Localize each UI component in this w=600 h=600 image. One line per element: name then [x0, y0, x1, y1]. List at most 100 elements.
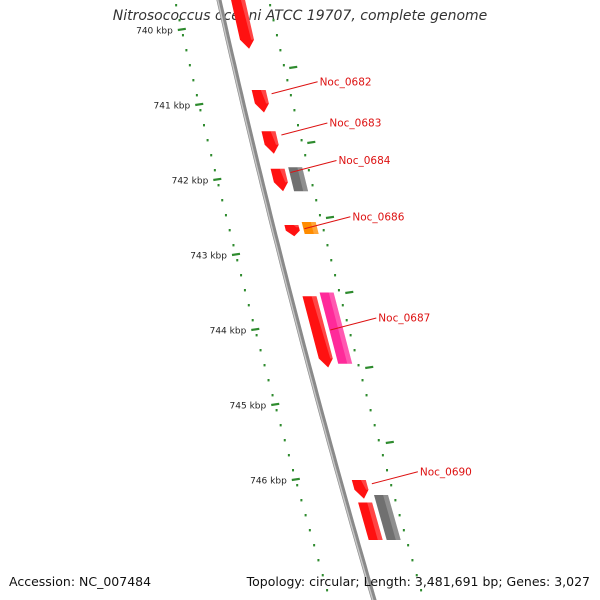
gene-shading — [360, 480, 371, 490]
inner-ruler-dot — [287, 454, 290, 457]
inner-ruler-dot — [321, 574, 324, 577]
outer-ruler-dot — [282, 64, 285, 67]
inner-ruler-dot — [292, 469, 295, 472]
outer-ruler-dot — [341, 304, 344, 307]
outer-ruler-dot — [269, 4, 272, 7]
ruler-tick — [385, 440, 394, 445]
backbone-highlight — [217, 0, 374, 600]
ruler-tick — [231, 252, 241, 257]
ruler-tick — [213, 177, 222, 182]
ruler-tick — [345, 290, 354, 295]
gene-label[interactable]: Noc_0683 — [329, 118, 381, 130]
outer-ruler-dot — [357, 364, 360, 367]
ruler-tick-label: 744 kbp — [210, 327, 247, 337]
inner-ruler-dot — [296, 484, 299, 487]
outer-ruler-dot — [398, 514, 401, 517]
gene-shading — [293, 225, 302, 228]
gene-feature[interactable] — [374, 495, 401, 540]
inner-ruler-dot — [300, 499, 303, 502]
inner-ruler-dot — [317, 559, 320, 562]
gene-feature[interactable] — [270, 168, 288, 192]
gene-shading — [367, 502, 383, 540]
outer-ruler-dot — [272, 19, 275, 22]
ruler-tick — [177, 27, 186, 32]
ruler-layer: 740 kbp 741 kbp 742 kbp 743 kbp 744 kbp 745 k… — [136, 4, 423, 592]
outer-ruler-dot — [304, 154, 307, 157]
ruler-tick-label: 741 kbp — [154, 102, 191, 112]
inner-ruler-dot — [279, 424, 282, 427]
inner-ruler-dot — [255, 334, 258, 337]
inner-ruler-dot — [326, 589, 329, 592]
gene-feature[interactable] — [358, 502, 383, 541]
inner-ruler-dot — [195, 94, 198, 97]
gene-label-leader — [271, 81, 318, 95]
ruler-tick — [291, 477, 300, 482]
outer-ruler-dot — [311, 184, 314, 187]
outer-ruler-dot — [296, 124, 299, 127]
gene-label[interactable]: Noc_0686 — [352, 211, 404, 223]
outer-ruler-dot — [353, 349, 356, 352]
outer-ruler-dot — [373, 424, 376, 427]
outer-ruler-dot — [394, 499, 397, 502]
gene-label-leader — [304, 216, 351, 230]
inner-ruler-dot — [263, 364, 266, 367]
inner-ruler-dot — [188, 64, 191, 67]
outer-ruler-dot — [315, 199, 318, 202]
inner-ruler-dot — [232, 244, 235, 247]
outer-ruler-dot — [377, 439, 380, 442]
ruler-tick — [195, 102, 204, 107]
inner-ruler-dot — [267, 379, 270, 382]
outer-ruler-dot — [307, 169, 310, 172]
ruler-tick — [251, 327, 260, 332]
outer-ruler-dot — [415, 574, 418, 577]
inner-ruler-dot — [181, 34, 184, 37]
gene-feature[interactable] — [288, 167, 309, 192]
inner-ruler-dot — [251, 319, 254, 322]
gene-shading — [270, 131, 281, 145]
outer-ruler-dot — [381, 454, 384, 457]
gene-label[interactable]: Noc_0682 — [320, 76, 372, 88]
outer-ruler-dot — [420, 589, 423, 592]
gene-feature[interactable] — [284, 225, 300, 237]
gene-feature[interactable] — [301, 222, 319, 234]
genome-summary-text: Topology: circular; Length: 3,481,691 bp… — [246, 574, 590, 589]
inner-ruler-dot — [259, 349, 262, 352]
outer-ruler-dot — [326, 244, 329, 247]
inner-ruler-dot — [275, 409, 278, 412]
outer-ruler-dot — [322, 229, 325, 232]
ruler-tick-label: 743 kbp — [190, 252, 227, 262]
inner-ruler-dot — [217, 184, 220, 187]
gene-shading — [311, 296, 336, 359]
inner-ruler-dot — [192, 79, 195, 82]
inner-ruler-dot — [283, 439, 286, 442]
outer-ruler-dot — [365, 394, 368, 397]
gene-feature[interactable] — [261, 131, 279, 154]
outer-ruler-dot — [361, 379, 364, 382]
inner-ruler-dot — [206, 139, 209, 142]
inner-ruler-dot — [247, 304, 250, 307]
outer-ruler-dot — [330, 259, 333, 262]
outer-ruler-dot — [289, 94, 292, 97]
outer-ruler-dot — [369, 409, 372, 412]
outer-ruler-dot — [279, 49, 282, 52]
gene-label[interactable]: Noc_0687 — [378, 313, 430, 325]
inner-ruler-dot — [240, 274, 243, 277]
genome-backbone — [216, 0, 377, 600]
gene-label[interactable]: Noc_0684 — [338, 155, 390, 167]
gene-feature[interactable] — [351, 480, 369, 499]
gene-feature[interactable] — [226, 0, 254, 49]
outer-ruler-dot — [318, 214, 321, 217]
gene-shading — [310, 222, 319, 234]
outer-ruler-dot — [349, 334, 352, 337]
ruler-tick — [325, 215, 335, 220]
ruler-tick-label: 742 kbp — [172, 177, 209, 187]
outer-ruler-dot — [402, 529, 405, 532]
gene-shading — [260, 90, 271, 104]
inner-ruler-dot — [210, 154, 213, 157]
ruler-tick — [271, 402, 280, 407]
gene-label[interactable]: Noc_0690 — [420, 466, 472, 478]
gene-feature[interactable] — [302, 296, 333, 368]
gene-feature[interactable] — [251, 90, 269, 113]
